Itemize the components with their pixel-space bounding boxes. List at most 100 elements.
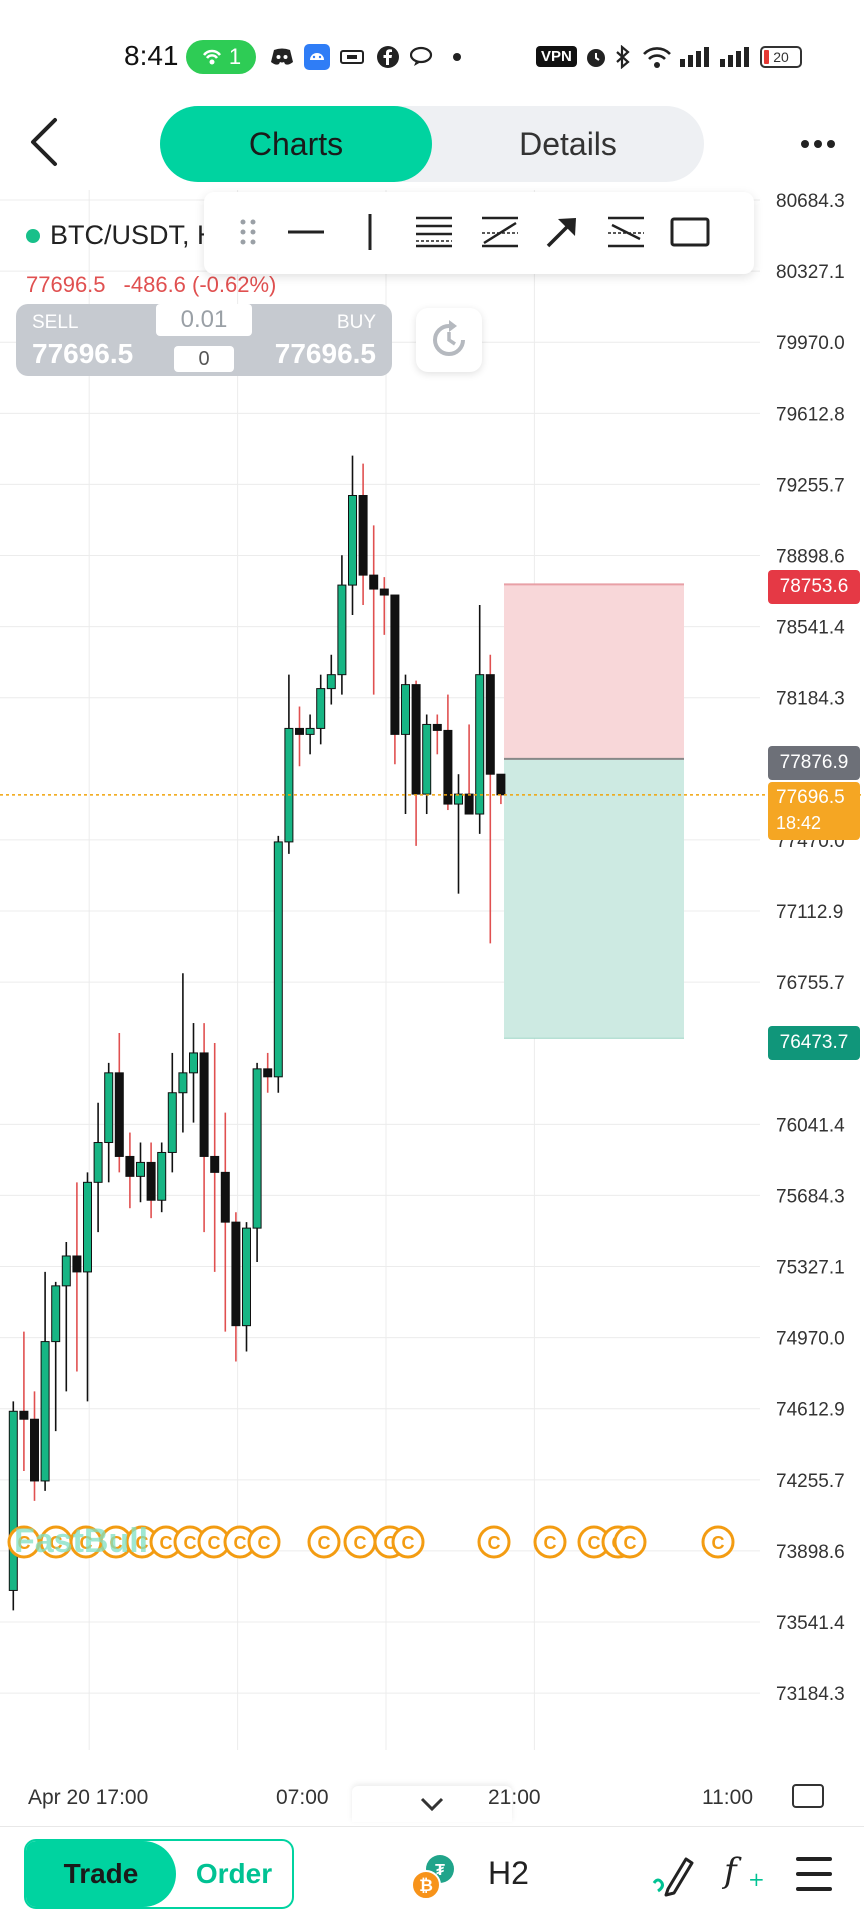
candle-body (475, 674, 485, 815)
bluetooth-icon (614, 44, 632, 70)
candle-body (51, 1285, 61, 1343)
vpn-badge: VPN (536, 46, 577, 67)
chevron-down-icon (420, 1797, 444, 1812)
tab-order[interactable]: Order (195, 1858, 273, 1889)
status-time: 8:41 (124, 40, 179, 71)
ticket-icon (340, 44, 364, 70)
take-profit-zone (504, 758, 684, 1039)
android-icon (304, 44, 330, 70)
collapse-panel-button[interactable] (352, 1786, 512, 1822)
sell-label[interactable]: SELL (32, 312, 79, 333)
price-axis-label: 79970.0 (776, 333, 845, 354)
event-marker-icon (533, 1525, 567, 1559)
tab-details[interactable]: Details (519, 125, 617, 162)
symbol-row[interactable]: BTC/USDT, H (26, 220, 217, 251)
tab-trade[interactable]: Trade (26, 1841, 176, 1907)
price-axis-label: 78898.6 (776, 547, 845, 568)
back-button[interactable] (24, 116, 64, 168)
candle-body (189, 1052, 198, 1074)
candle-body (30, 1418, 39, 1482)
more-options-button[interactable] (796, 124, 840, 164)
candle-body (72, 1255, 82, 1273)
event-marker-label: C (80, 1533, 93, 1553)
event-marker-icon (7, 1525, 41, 1559)
indicators-icon[interactable]: f + (724, 1851, 765, 1891)
candle-body (8, 1410, 18, 1591)
candle-body (358, 494, 368, 576)
take-profit-badge[interactable]: 76473.7 (768, 1026, 860, 1060)
event-marker-icon (247, 1525, 281, 1559)
event-marker-icon (477, 1525, 511, 1559)
candle-body (125, 1155, 135, 1177)
price-axis-label: 76755.7 (776, 973, 845, 994)
time-axis-label: 11:00 (702, 1786, 753, 1809)
candle-body (432, 723, 442, 731)
candle-body (178, 1072, 188, 1094)
refresh-icon (433, 320, 465, 356)
candle-body (146, 1161, 156, 1201)
more-dot-icon (827, 140, 835, 148)
sell-price-button[interactable]: 77696.5 (32, 338, 134, 369)
candle-body (485, 674, 495, 775)
candlestick-chart[interactable]: 80684.3 80327.1 79970.0 79612.8 79255.7 78898… (0, 190, 864, 1780)
event-marker-label: C (588, 1533, 601, 1553)
event-marker-label: C (318, 1533, 331, 1553)
entry-price-badge[interactable]: 77876.9 (768, 746, 860, 780)
candle-body (401, 684, 410, 735)
tab-charts[interactable]: Charts (160, 106, 432, 182)
vertical-line-icon[interactable] (346, 208, 394, 256)
facebook-icon (376, 44, 400, 70)
rectangle-icon[interactable] (666, 208, 714, 256)
candle-body (114, 1072, 124, 1157)
buy-label[interactable]: BUY (336, 312, 376, 333)
alarm-icon (584, 44, 608, 70)
status-bar: 8:41 1 VPN 20 (0, 0, 864, 100)
watermark-logo: FastBull (14, 1522, 148, 1560)
event-marker-label: C (624, 1533, 637, 1553)
candle-body (136, 1161, 145, 1177)
svg-text:₿: ₿ (419, 1876, 433, 1895)
time-axis-label: Apr 20 17:00 (28, 1786, 149, 1809)
stop-loss-zone (504, 584, 684, 759)
candle-body (390, 594, 400, 735)
horizontal-line-icon[interactable] (282, 208, 330, 256)
buy-price-button[interactable]: 77696.5 (274, 338, 376, 369)
quick-trade-panel: SELL 77696.5 BUY 77696.5 0.01 0 (16, 304, 392, 376)
fibonacci-fan-icon[interactable] (476, 208, 524, 256)
price-axis-label: 78541.4 (776, 618, 845, 639)
candle-body (61, 1255, 71, 1287)
refresh-button[interactable] (416, 308, 482, 372)
candle-body (83, 1181, 92, 1273)
more-dot-icon (814, 140, 822, 148)
drag-handle-icon[interactable] (224, 208, 272, 256)
stop-loss-badge[interactable]: 78753.6 (768, 570, 860, 604)
event-marker-label: C (160, 1533, 173, 1553)
price-axis-label: 80684.3 (776, 191, 845, 212)
event-marker-label: C (544, 1533, 557, 1553)
price-axis-label: 73184.3 (776, 1684, 845, 1705)
volume-input[interactable]: 0.01 (156, 304, 252, 336)
arrow-icon[interactable] (538, 208, 586, 256)
drawing-tools-icon[interactable] (652, 1853, 696, 1897)
candle-body (369, 574, 379, 590)
menu-icon[interactable] (796, 1857, 832, 1891)
candle-body (316, 688, 326, 729)
chart-layout-icon[interactable] (792, 1784, 824, 1808)
event-marker-label: C (208, 1533, 221, 1553)
price-axis-label: 73898.6 (776, 1542, 845, 1563)
candle-body (326, 674, 336, 690)
fibonacci-retracement-icon[interactable] (410, 208, 458, 256)
btc-usdt-coin-icon[interactable]: ₮ ₿ (410, 1853, 458, 1901)
candle-body (295, 727, 304, 735)
parallel-channel-icon[interactable] (602, 208, 650, 256)
event-marker-label: C (712, 1533, 725, 1553)
signal-icon (680, 44, 712, 70)
candle-body (252, 1068, 262, 1229)
hotspot-pill: 1 (186, 40, 256, 74)
time-axis-label: 07:00 (276, 1786, 329, 1809)
current-price-value: 77696.5 (776, 787, 845, 808)
timeframe-selector[interactable]: H2 (488, 1855, 529, 1891)
candle-body (220, 1171, 230, 1223)
last-price: 77696.5 (26, 272, 106, 297)
event-marker-label: C (184, 1533, 197, 1553)
